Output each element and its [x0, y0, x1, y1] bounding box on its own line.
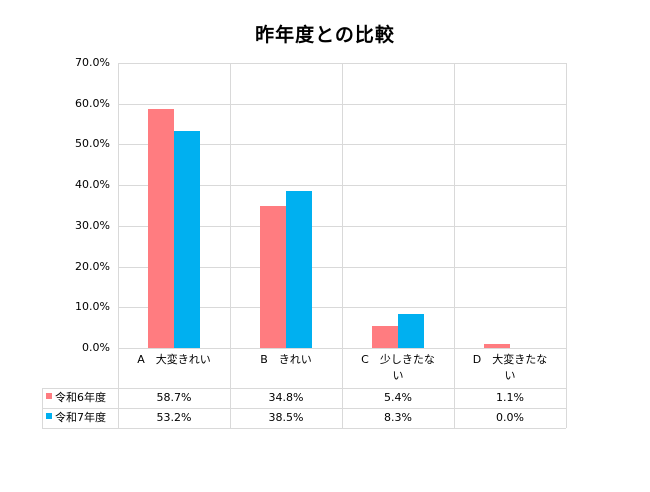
table-value-cell: 34.8%	[268, 391, 304, 404]
table-value-cell: 5.4%	[384, 391, 412, 404]
bar-r6-a	[148, 109, 174, 348]
y-tick-label: 10.0%	[75, 300, 110, 313]
legend-item: 令和7年度	[42, 408, 118, 428]
y-tick-label: 40.0%	[75, 178, 110, 191]
table-value-cell: 53.2%	[156, 411, 192, 424]
category-divider	[230, 63, 231, 428]
chart-title: 昨年度との比較	[255, 24, 395, 46]
bar-r6-c	[372, 326, 398, 348]
table-border	[42, 408, 566, 409]
category-divider	[566, 63, 567, 428]
y-tick-label: 20.0%	[75, 260, 110, 273]
category-divider	[454, 63, 455, 428]
category-label: B きれい	[260, 353, 312, 366]
bar-r7-c	[398, 314, 424, 348]
bar-r6-d	[484, 344, 510, 348]
legend-item: 令和6年度	[42, 388, 118, 408]
category-label: A 大変きれい	[137, 353, 211, 366]
category-divider	[342, 63, 343, 428]
legend-color-key	[46, 413, 52, 419]
y-tick-label: 0.0%	[82, 341, 110, 354]
table-border	[42, 428, 566, 429]
category-label: C 少しきたない	[361, 353, 435, 382]
category-label: D 大変きたない	[472, 353, 548, 382]
y-tick-label: 50.0%	[75, 137, 110, 150]
legend-label: 令和6年度	[55, 391, 106, 404]
table-value-cell: 58.7%	[156, 391, 192, 404]
table-value-cell: 38.5%	[268, 411, 304, 424]
table-value-cell: 1.1%	[496, 391, 524, 404]
legend-label: 令和7年度	[55, 411, 106, 424]
legend-color-key	[46, 393, 52, 399]
bar-r6-b	[260, 206, 286, 348]
y-tick-label: 60.0%	[75, 97, 110, 110]
table-border	[42, 388, 566, 389]
bar-r7-b	[286, 191, 312, 348]
y-tick-label: 70.0%	[75, 56, 110, 69]
y-tick-label: 30.0%	[75, 219, 110, 232]
table-value-cell: 0.0%	[496, 411, 524, 424]
category-divider	[118, 63, 119, 428]
bar-r7-a	[174, 131, 200, 348]
table-value-cell: 8.3%	[384, 411, 412, 424]
